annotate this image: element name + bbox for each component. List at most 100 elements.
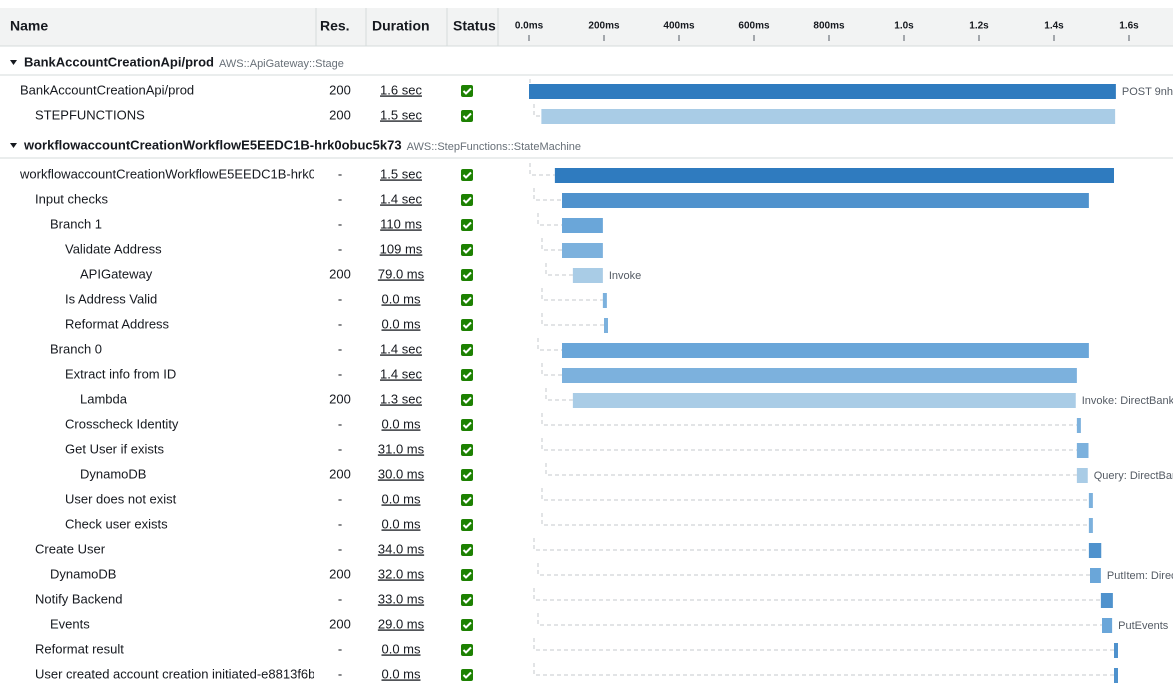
row-name[interactable]: Branch 0 bbox=[50, 341, 102, 356]
row-name[interactable]: BankAccountCreationApi/prod bbox=[20, 82, 194, 97]
group-type: AWS::StepFunctions::StateMachine bbox=[407, 141, 581, 153]
span-bar[interactable] bbox=[554, 168, 1114, 183]
row-name[interactable]: DynamoDB bbox=[50, 566, 116, 581]
span-label: Query: DirectBan bbox=[1094, 470, 1173, 482]
row-duration[interactable]: 1.5 sec bbox=[380, 166, 422, 181]
span-bar[interactable] bbox=[1076, 468, 1088, 483]
row-name[interactable]: Reformat Address bbox=[65, 316, 170, 331]
span-bar[interactable] bbox=[1088, 493, 1093, 508]
connector bbox=[533, 104, 542, 117]
span-bar[interactable] bbox=[1076, 443, 1089, 458]
row-name[interactable]: Validate Address bbox=[65, 241, 162, 256]
collapse-toggle[interactable] bbox=[10, 60, 17, 65]
row-response: - bbox=[338, 166, 342, 181]
row-name[interactable]: Get User if exists bbox=[65, 441, 164, 456]
column-header[interactable]: Status bbox=[453, 18, 496, 34]
row-name[interactable]: workflowaccountCreationWorkflowE5EEDC1B-… bbox=[19, 166, 316, 181]
span-bar[interactable] bbox=[529, 84, 1116, 99]
status-check bbox=[462, 521, 472, 529]
row-name[interactable]: Create User bbox=[35, 541, 106, 556]
collapse-toggle[interactable] bbox=[10, 143, 17, 148]
span-bar[interactable] bbox=[572, 393, 1076, 408]
row-duration[interactable]: 29.0 ms bbox=[378, 616, 425, 631]
status-ok bbox=[461, 169, 473, 181]
row-name[interactable]: Is Address Valid bbox=[65, 291, 157, 306]
row-duration[interactable]: 0.0 ms bbox=[381, 316, 421, 331]
row-duration[interactable]: 0.0 ms bbox=[381, 641, 421, 656]
row-duration[interactable]: 0.0 ms bbox=[381, 666, 421, 681]
row-name[interactable]: STEPFUNCTIONS bbox=[35, 107, 145, 122]
status-check bbox=[462, 596, 472, 604]
row-name[interactable]: DynamoDB bbox=[80, 466, 146, 481]
row-name[interactable]: Events bbox=[50, 616, 90, 631]
row-duration[interactable]: 110 ms bbox=[380, 216, 422, 231]
span-bar[interactable] bbox=[1088, 518, 1093, 533]
row-response: - bbox=[338, 216, 342, 231]
status-check bbox=[462, 112, 472, 120]
row-name[interactable]: User does not exist bbox=[65, 491, 177, 506]
span-bar[interactable] bbox=[562, 218, 603, 233]
connector bbox=[533, 638, 1114, 651]
span-bar[interactable] bbox=[1114, 643, 1118, 658]
row-name[interactable]: Crosscheck Identity bbox=[65, 416, 179, 431]
row-duration[interactable]: 1.3 sec bbox=[380, 391, 422, 406]
row-duration[interactable]: 34.0 ms bbox=[378, 541, 425, 556]
span-bar[interactable] bbox=[1076, 418, 1081, 433]
row-name[interactable]: Extract info from ID bbox=[65, 366, 176, 381]
span-bar[interactable] bbox=[562, 243, 603, 258]
span-bar[interactable] bbox=[1100, 593, 1113, 608]
span-bar[interactable] bbox=[1088, 543, 1102, 558]
status-check bbox=[462, 421, 472, 429]
row-name[interactable]: User created account creation initiated-… bbox=[35, 666, 315, 681]
status-check bbox=[462, 546, 472, 554]
row-duration[interactable]: 109 ms bbox=[380, 241, 423, 256]
status-ok bbox=[461, 419, 473, 431]
row-duration[interactable]: 0.0 ms bbox=[381, 516, 421, 531]
connector bbox=[541, 363, 562, 376]
connector bbox=[545, 388, 573, 401]
span-bar[interactable] bbox=[541, 109, 1116, 124]
status-check bbox=[462, 621, 472, 629]
status-ok bbox=[461, 544, 473, 556]
row-duration[interactable]: 31.0 ms bbox=[378, 441, 425, 456]
connector bbox=[545, 463, 1077, 476]
row-duration[interactable]: 1.4 sec bbox=[380, 191, 422, 206]
row-duration[interactable]: 1.6 sec bbox=[380, 82, 422, 97]
column-header[interactable]: Res. bbox=[320, 18, 350, 34]
row-duration[interactable]: 32.0 ms bbox=[378, 566, 425, 581]
row-duration[interactable]: 1.5 sec bbox=[380, 107, 422, 122]
timeline-tick-label: 0.0ms bbox=[515, 21, 544, 32]
row-name[interactable]: Input checks bbox=[35, 191, 108, 206]
row-response: - bbox=[338, 316, 342, 331]
status-check bbox=[462, 471, 472, 479]
row-name[interactable]: Check user exists bbox=[65, 516, 168, 531]
row-duration[interactable]: 1.4 sec bbox=[380, 341, 422, 356]
status-ok bbox=[461, 269, 473, 281]
span-bar[interactable] bbox=[572, 268, 603, 283]
span-bar[interactable] bbox=[604, 318, 608, 333]
row-duration[interactable]: 79.0 ms bbox=[378, 266, 425, 281]
row-name[interactable]: Reformat result bbox=[35, 641, 124, 656]
span-bar[interactable] bbox=[562, 193, 1089, 208]
span-bar[interactable] bbox=[562, 368, 1077, 383]
row-duration[interactable]: 33.0 ms bbox=[378, 591, 425, 606]
row-response: - bbox=[338, 416, 342, 431]
row-duration[interactable]: 0.0 ms bbox=[381, 416, 421, 431]
timeline-tick-label: 1.6s bbox=[1119, 21, 1139, 32]
status-check bbox=[462, 646, 472, 654]
row-name[interactable]: Branch 1 bbox=[50, 216, 102, 231]
span-bar[interactable] bbox=[1102, 618, 1113, 633]
column-header[interactable]: Duration bbox=[372, 18, 430, 34]
row-duration[interactable]: 0.0 ms bbox=[381, 291, 421, 306]
row-duration[interactable]: 30.0 ms bbox=[378, 466, 425, 481]
span-bar[interactable] bbox=[1114, 668, 1118, 683]
row-name[interactable]: APIGateway bbox=[80, 266, 153, 281]
row-duration[interactable]: 1.4 sec bbox=[380, 366, 422, 381]
row-duration[interactable]: 0.0 ms bbox=[381, 491, 421, 506]
span-bar[interactable] bbox=[602, 293, 607, 308]
row-name[interactable]: Lambda bbox=[80, 391, 128, 406]
column-header[interactable]: Name bbox=[10, 18, 48, 34]
row-name[interactable]: Notify Backend bbox=[35, 591, 122, 606]
span-bar[interactable] bbox=[562, 343, 1089, 358]
span-bar[interactable] bbox=[1090, 568, 1101, 583]
